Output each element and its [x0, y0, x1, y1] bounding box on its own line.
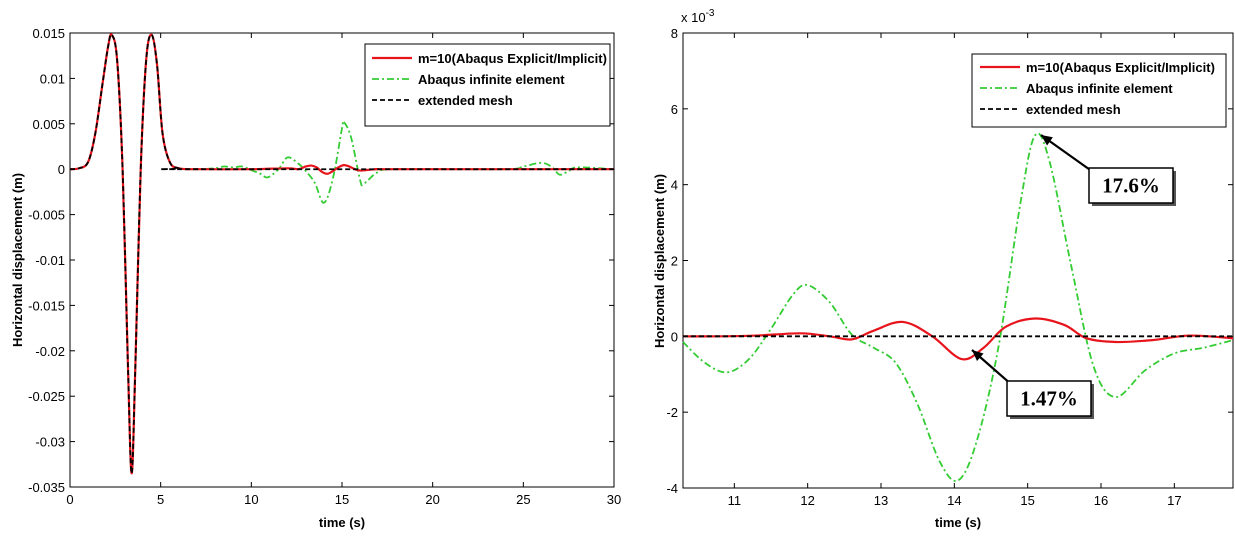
annotation-arrowhead [972, 350, 984, 362]
chart-right: 11 12 13 14 15 16 17 8 6 4 2 0 -2 -4 m=10(Abaqus Exp… [652, 8, 1234, 530]
legend-label: extended mesh [418, 93, 513, 108]
legend-label: Abaqus infinite element [418, 72, 565, 87]
legend-left: m=10(Abaqus Explicit/Implicit) Abaqus inf… [364, 43, 611, 127]
series-line-solid [682, 317, 1234, 361]
y-tick-label: -4 [666, 481, 678, 496]
x-tick-label: 10 [244, 492, 258, 507]
y-tick-label: 8 [671, 26, 678, 41]
legend-label: Abaqus infinite element [1026, 81, 1173, 96]
series-line-solid [69, 33, 614, 475]
y-multiplier-label: x 10-3 [681, 8, 715, 25]
x-tick-label: 13 [874, 493, 888, 508]
legend-label: m=10(Abaqus Explicit/Implicit) [1026, 60, 1215, 75]
annotation-box [1088, 167, 1174, 204]
y-tick-label: -0.03 [35, 435, 65, 450]
x-tick-label: 14 [947, 493, 961, 508]
y-axis-label-left: Horizontal displacement (m) [10, 173, 25, 347]
annotation-label: 17.6% [1102, 174, 1160, 198]
annotation-label: 1.47% [1020, 387, 1078, 411]
y-tick-label: -2 [666, 405, 678, 420]
legend-right: m=10(Abaqus Explicit/Implicit) Abaqus inf… [971, 53, 1227, 128]
x-tick-label: 11 [728, 493, 742, 508]
y-tick-label: 0.015 [32, 26, 65, 41]
y-tick-label: -0.015 [28, 298, 65, 313]
legend-label: extended mesh [1026, 102, 1121, 117]
y-tick-label: -0.035 [28, 480, 65, 495]
series-line-dashdot [682, 132, 1234, 482]
x-tick-label: 12 [800, 493, 814, 508]
x-tick-label: 15 [335, 492, 349, 507]
x-axis-label-right: time (s) [935, 515, 981, 530]
y-tick-label: 0.005 [32, 117, 65, 132]
y-tick-label: 2 [671, 254, 678, 269]
chart-left: 0 5 10 15 20 25 30 0.015 0.01 0.005 0 -0.005 -0.01 -… [10, 26, 621, 530]
x-tick-label: 15 [1020, 493, 1034, 508]
x-tick-label: 17 [1167, 493, 1181, 508]
y-tick-label: 0.01 [40, 71, 65, 86]
y-tick-label: -0.025 [28, 389, 65, 404]
x-axis-label-left: time (s) [319, 515, 365, 530]
annotation-box [1006, 380, 1092, 417]
x-tick-label: 16 [1094, 493, 1108, 508]
series-line-dashed [69, 33, 615, 475]
x-tick-label: 25 [516, 492, 530, 507]
y-tick-label: -0.01 [35, 253, 65, 268]
x-tick-label: 5 [157, 492, 164, 507]
x-tick-label: 30 [607, 492, 621, 507]
legend-label: m=10(Abaqus Explicit/Implicit) [418, 51, 607, 66]
x-tick-label: 20 [425, 492, 439, 507]
y-tick-label: 6 [671, 102, 678, 117]
y-tick-label: 4 [671, 178, 678, 193]
series-line-dashdot [69, 33, 615, 475]
y-tick-label: -0.005 [28, 208, 65, 223]
y-axis-label-right: Horizontal displacement (m) [652, 174, 667, 348]
y-tick-label: 0 [58, 162, 65, 177]
annotation-arrowhead [1041, 135, 1053, 146]
x-tick-label: 0 [66, 492, 73, 507]
y-tick-label: -0.02 [35, 344, 65, 359]
y-tick-label: 0 [671, 329, 678, 344]
